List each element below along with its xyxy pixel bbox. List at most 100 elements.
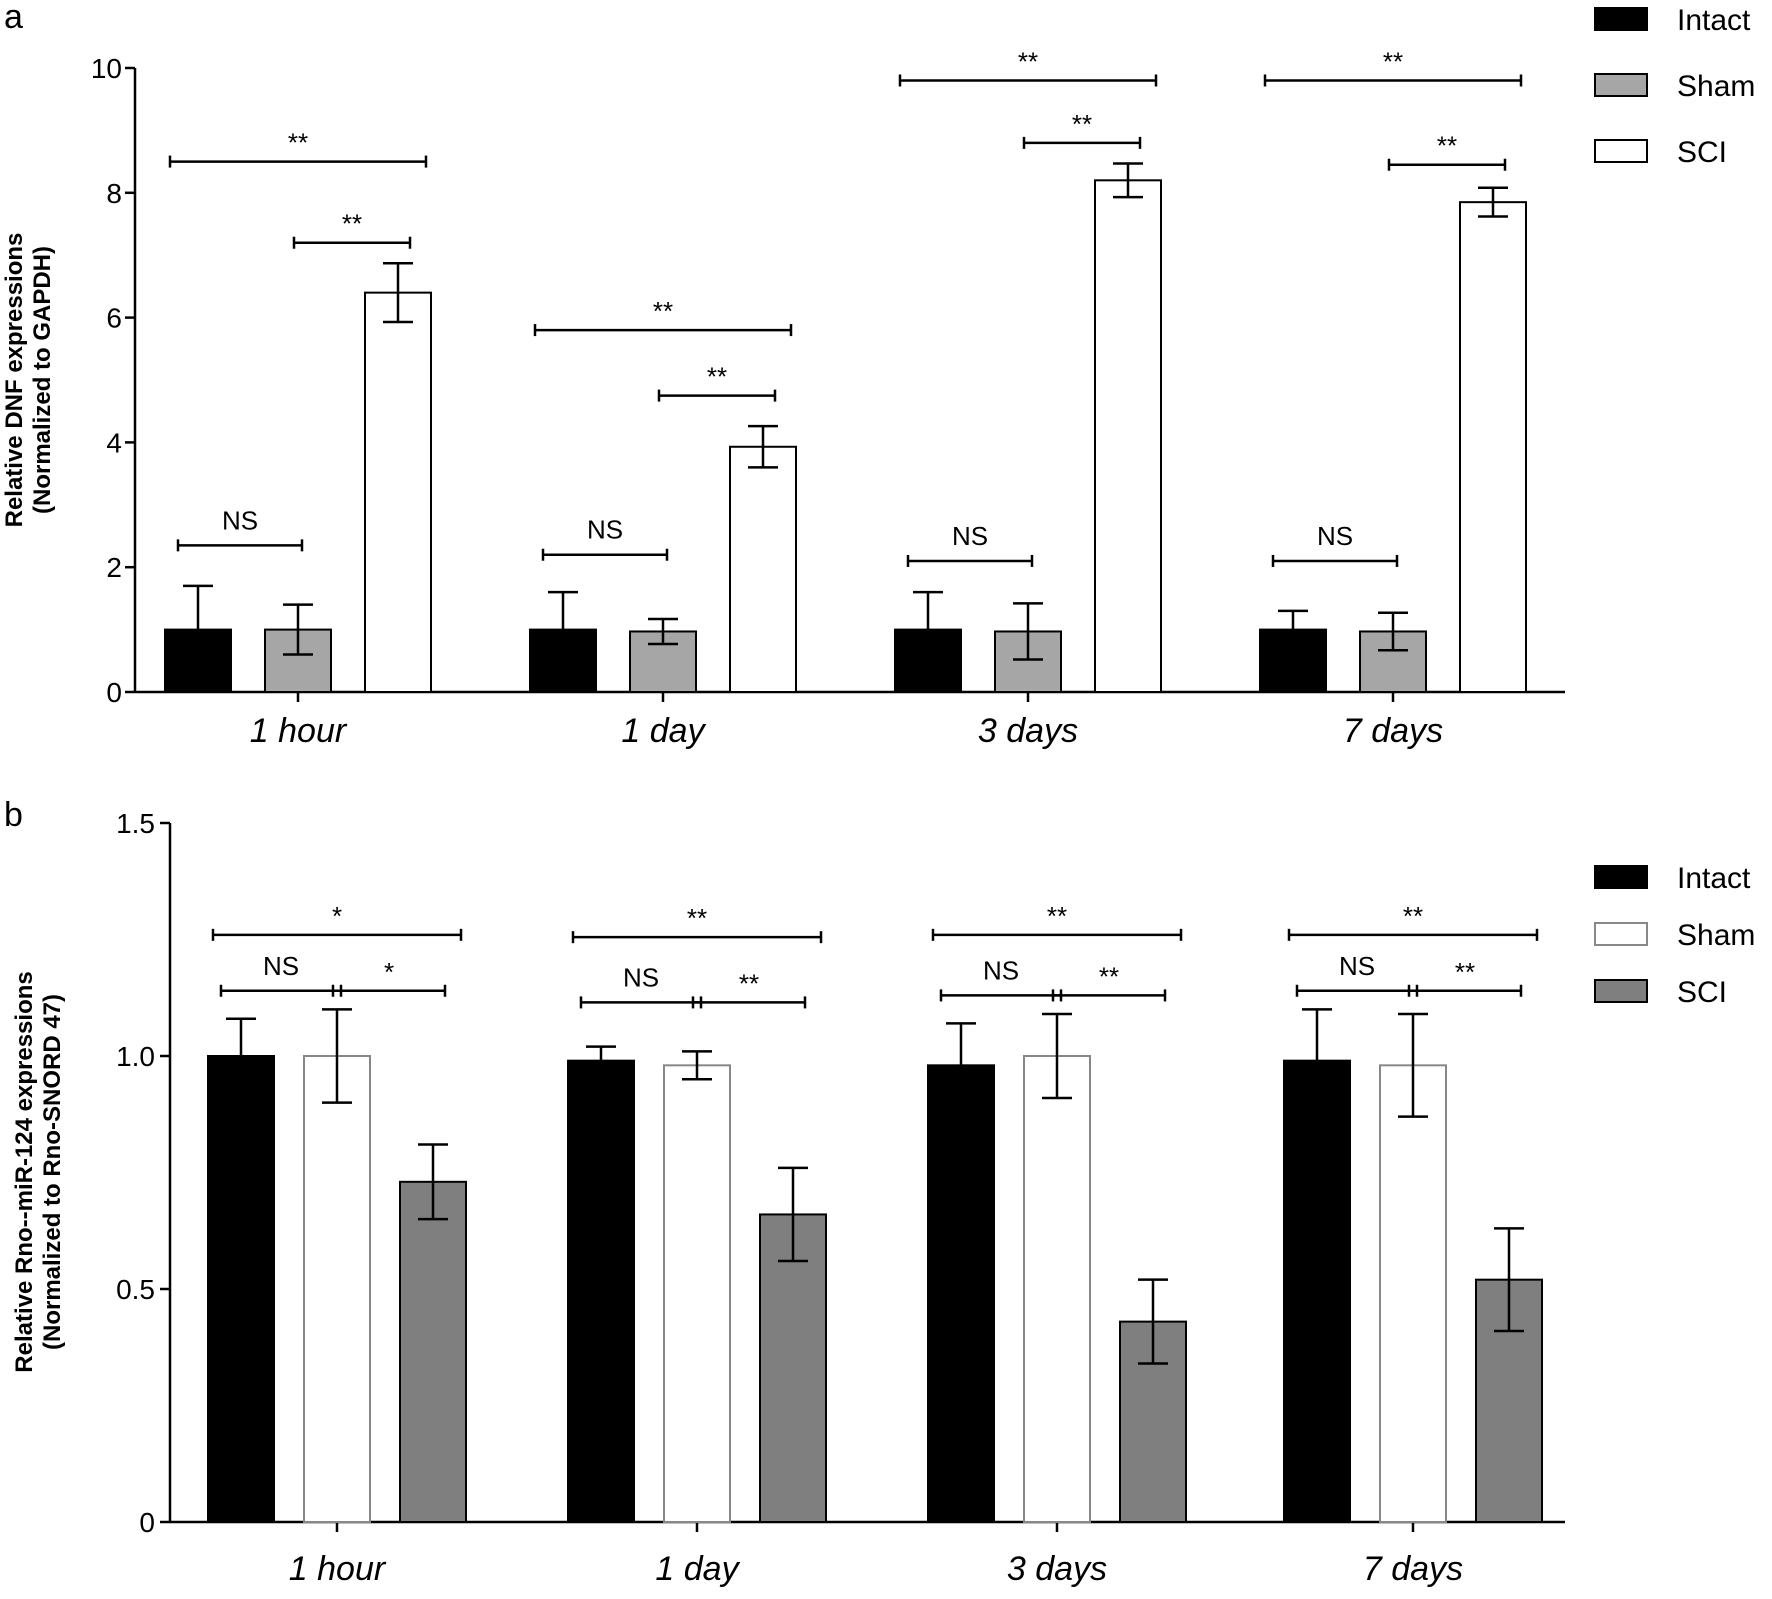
bar-sci xyxy=(1094,179,1162,693)
x-category-label: 1 day xyxy=(621,712,706,750)
x-category-label: 1 hour xyxy=(250,712,348,750)
y-tick-label: 4 xyxy=(106,427,122,458)
panel-a: a 0 2 4 6 8 10 Relative DNF expressions (Normal… xyxy=(1,0,1755,750)
error-bar xyxy=(283,603,313,656)
error-bar xyxy=(383,262,413,324)
error-bar xyxy=(778,1166,808,1263)
panel-letter: a xyxy=(4,0,23,36)
error-bar xyxy=(648,617,678,646)
legend-label: Intact xyxy=(1677,862,1751,895)
significance-bracket xyxy=(331,984,447,997)
error-bar xyxy=(1138,1278,1168,1365)
significance-label: ** xyxy=(1437,131,1457,161)
error-bar xyxy=(1278,609,1308,650)
error-bar xyxy=(946,1022,976,1109)
legend-swatch-sci xyxy=(1594,139,1648,163)
significance-bracket xyxy=(571,931,823,944)
significance-bracket xyxy=(211,928,463,941)
x-category-label: 3 days xyxy=(1007,1550,1107,1588)
bar-intact xyxy=(567,1059,635,1524)
bar-sci xyxy=(759,1213,827,1523)
legend-swatch-intact xyxy=(1594,865,1648,889)
y-tick-label: 10 xyxy=(91,53,122,84)
significance-label: ** xyxy=(707,362,727,392)
significance-bracket xyxy=(1287,928,1539,941)
error-bar xyxy=(1398,1012,1428,1118)
significance-label: NS xyxy=(623,962,659,992)
legend-label: Sham xyxy=(1677,70,1755,103)
legend-label: SCI xyxy=(1677,136,1727,169)
significance-label: ** xyxy=(687,903,707,933)
significance-bracket xyxy=(939,989,1063,1002)
error-bar xyxy=(1378,611,1408,652)
legend-swatch-sci xyxy=(1594,979,1648,1003)
error-bar xyxy=(183,584,213,675)
y-tick-label: 0 xyxy=(106,677,122,708)
error-bar xyxy=(418,1143,448,1221)
bar-intact xyxy=(927,1064,995,1523)
significance-bracket xyxy=(1407,984,1523,997)
significance-bracket xyxy=(657,389,777,402)
error-bar xyxy=(748,424,778,469)
significance-label: NS xyxy=(263,951,299,981)
bar-sham xyxy=(1023,1055,1091,1523)
significance-label: * xyxy=(384,957,394,987)
significance-bracket xyxy=(176,539,304,552)
error-bar xyxy=(322,1008,352,1104)
significance-bracket xyxy=(1271,554,1399,567)
y-axis-label: Relative DNF expressions xyxy=(1,233,28,528)
error-bar xyxy=(682,1050,712,1081)
error-bar xyxy=(548,590,578,669)
bar-sci xyxy=(1459,201,1527,693)
bar-sham xyxy=(1379,1064,1447,1523)
significance-label: ** xyxy=(1047,901,1067,931)
error-bar xyxy=(226,1017,256,1095)
bar-sham xyxy=(663,1064,731,1523)
legend-label: Sham xyxy=(1677,919,1755,952)
significance-bracket xyxy=(898,74,1158,87)
significance-label: ** xyxy=(1018,46,1038,76)
bar-intact xyxy=(1283,1059,1351,1524)
error-bar xyxy=(586,1045,616,1076)
y-axis-label-line2: (Normalized to GAPDH) xyxy=(29,246,56,514)
significance-label: ** xyxy=(1383,46,1403,76)
legend-swatch-intact xyxy=(1594,7,1648,31)
significance-bracket xyxy=(1387,158,1507,171)
panel-letter: b xyxy=(4,796,23,834)
error-bar xyxy=(1113,162,1143,199)
significance-bracket xyxy=(931,928,1183,941)
significance-label: NS xyxy=(1317,521,1353,551)
significance-bracket xyxy=(906,554,1034,567)
error-bar xyxy=(1013,602,1043,661)
y-tick-label: 1.0 xyxy=(116,1041,155,1072)
significance-label: ** xyxy=(1403,901,1423,931)
significance-bracket xyxy=(219,984,343,997)
significance-label: NS xyxy=(952,521,988,551)
significance-bracket xyxy=(541,548,669,561)
bar-sci xyxy=(399,1180,467,1523)
legend-swatch-sham xyxy=(1594,922,1648,946)
y-tick-label: 0 xyxy=(139,1507,155,1538)
legend-swatch-sham xyxy=(1594,73,1648,97)
legend-label: Intact xyxy=(1677,4,1751,37)
significance-label: ** xyxy=(288,128,308,158)
significance-label: * xyxy=(332,901,342,931)
significance-label: ** xyxy=(739,968,759,998)
significance-bracket xyxy=(1022,136,1142,149)
significance-label: NS xyxy=(587,515,623,545)
significance-bracket xyxy=(1051,989,1167,1002)
x-category-label: 1 day xyxy=(655,1550,740,1588)
y-axis-label-line2: (Normalized to Rno-SNORD 47) xyxy=(39,994,66,1350)
y-axis-label: Relative Rno--miR-124 expressions xyxy=(11,971,38,1372)
x-category-label: 3 days xyxy=(978,712,1078,750)
significance-label: NS xyxy=(983,955,1019,985)
y-tick-label: 2 xyxy=(106,552,122,583)
significance-bracket xyxy=(579,996,703,1009)
significance-label: ** xyxy=(342,209,362,239)
significance-label: NS xyxy=(222,505,258,535)
y-tick-label: 0.5 xyxy=(116,1274,155,1305)
x-category-label: 1 hour xyxy=(289,1550,387,1588)
y-tick-label: 8 xyxy=(106,178,122,209)
significance-label: ** xyxy=(653,296,673,326)
significance-label: NS xyxy=(1339,951,1375,981)
